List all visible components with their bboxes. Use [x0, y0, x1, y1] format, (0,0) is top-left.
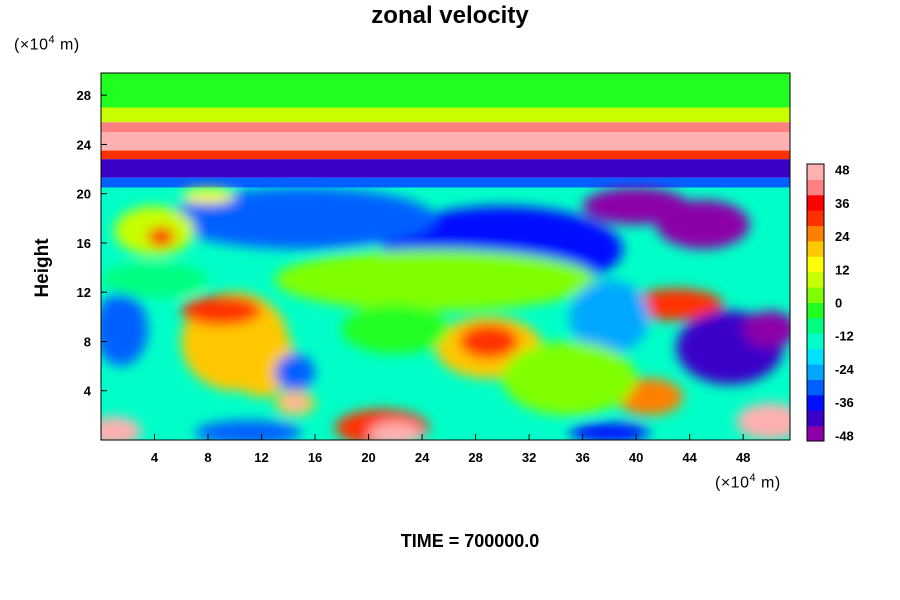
y-unit-exponent: 4 — [48, 34, 56, 46]
colorbar-segment-7 — [807, 317, 824, 334]
colorbar-segment-0 — [807, 425, 824, 442]
colorbar-label-7: -36 — [835, 395, 854, 410]
x-unit-suffix: m) — [756, 474, 781, 492]
band-0 — [101, 73, 790, 108]
band-3 — [101, 132, 790, 151]
y-tick-labels: 4 8 12 16 20 24 28 — [77, 88, 107, 399]
y-tick-label-1: 8 — [84, 334, 91, 349]
band-5 — [101, 159, 790, 178]
colorbar-segment-14 — [807, 210, 824, 227]
colorbar-label-8: -48 — [835, 428, 854, 443]
x-tick-label-7: 32 — [522, 450, 536, 465]
blob-22 — [101, 416, 142, 440]
plot-frame — [100, 72, 791, 441]
colorbar-segment-12 — [807, 240, 824, 257]
colorbar-label-0: 48 — [835, 163, 849, 178]
colorbar-label-5: -12 — [835, 329, 854, 344]
x-tick-label-0: 4 — [151, 450, 159, 465]
colorbar: 48 36 24 12 0 -12 -24 -36 -48 — [806, 163, 855, 443]
blob-6 — [181, 188, 235, 204]
y-unit-prefix: (×10 — [14, 36, 49, 54]
colorbar-segment-10 — [807, 271, 824, 288]
y-tick-label-6: 28 — [77, 88, 91, 103]
blob-21 — [368, 421, 423, 440]
blob-19 — [274, 353, 316, 391]
y-axis-unit: (×104 m) — [14, 34, 80, 54]
x-tick-label-11: 48 — [736, 450, 750, 465]
colorbar-frame — [806, 163, 825, 442]
x-tick-label-9: 40 — [629, 450, 643, 465]
colorbar-segment-4 — [807, 364, 824, 380]
blob-15 — [743, 310, 790, 348]
blob-5 — [147, 226, 175, 247]
band-2 — [101, 122, 790, 133]
blob-12 — [459, 324, 519, 359]
blob-18 — [284, 396, 306, 410]
colorbar-label-4: 0 — [835, 296, 842, 311]
blob-16 — [101, 292, 148, 367]
blob-13 — [629, 288, 724, 321]
time-label: TIME = 700000.0 — [400, 531, 540, 551]
chart-title: zonal velocity — [371, 2, 529, 29]
colorbar-segment-9 — [807, 287, 824, 303]
x-tick-label-3: 16 — [308, 450, 322, 465]
blob-9 — [181, 295, 262, 326]
x-tick-label-1: 8 — [204, 450, 211, 465]
colorbar-segment-15 — [807, 194, 824, 211]
x-tick-label-4: 20 — [361, 450, 375, 465]
blob-25 — [569, 422, 650, 440]
blob-28 — [101, 261, 209, 299]
y-tick-label-4: 20 — [77, 187, 91, 202]
x-tick-label-5: 24 — [415, 450, 430, 465]
blob-3 — [167, 187, 436, 250]
colorbar-label-1: 36 — [835, 196, 849, 211]
blob-23 — [194, 420, 302, 440]
x-axis-unit: (×104 m) — [715, 472, 781, 492]
colorbar-segment-6 — [807, 333, 824, 350]
band-4 — [101, 150, 790, 160]
blob-7 — [274, 249, 597, 311]
y-tick-label-3: 16 — [77, 236, 91, 251]
colorbar-segment-17 — [807, 164, 824, 180]
y-tick-label-0: 4 — [84, 384, 92, 399]
colorbar-label-3: 12 — [835, 262, 849, 277]
colorbar-segment-1 — [807, 410, 824, 427]
colorbar-label-2: 24 — [835, 229, 850, 244]
y-tick-label-2: 12 — [77, 285, 91, 300]
heatmap-field — [101, 73, 790, 440]
y-unit-suffix: m) — [55, 36, 80, 54]
band-1 — [101, 107, 790, 123]
x-tick-label-6: 28 — [468, 450, 482, 465]
x-unit-prefix: (×10 — [715, 474, 750, 492]
x-tick-label-10: 44 — [682, 450, 697, 465]
x-tick-label-2: 12 — [254, 450, 268, 465]
y-tick-label-5: 24 — [77, 137, 92, 152]
x-unit-exponent: 4 — [749, 472, 757, 484]
colorbar-segment-16 — [807, 179, 824, 196]
blob-2 — [582, 187, 690, 225]
band-6 — [101, 177, 790, 188]
blob-26 — [736, 403, 790, 440]
colorbar-label-6: -24 — [835, 362, 855, 377]
colorbar-segment-2 — [807, 394, 824, 411]
blob-27 — [569, 279, 650, 354]
colorbar-segment-13 — [807, 225, 824, 242]
blob-30 — [341, 304, 449, 354]
x-tick-labels: 4 8 12 16 20 24 28 32 36 40 44 48 — [151, 434, 750, 465]
colorbar-segment-5 — [807, 348, 824, 365]
blob-group — [101, 187, 790, 440]
x-tick-label-8: 36 — [575, 450, 589, 465]
colorbar-segment-11 — [807, 256, 824, 273]
blob-29 — [502, 341, 637, 416]
colorbar-segment-3 — [807, 379, 824, 396]
colorbar-segment-8 — [807, 302, 824, 319]
